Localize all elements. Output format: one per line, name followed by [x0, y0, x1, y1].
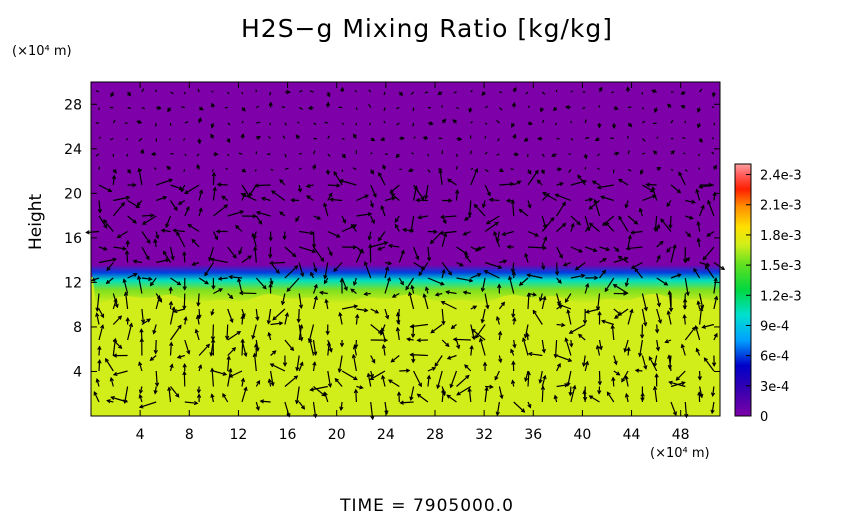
x-tick-label: 36 [524, 427, 542, 443]
wind-vector [256, 122, 260, 123]
wind-vector [653, 123, 657, 124]
wind-vector [712, 107, 714, 108]
y-tick-label: 20 [64, 186, 82, 202]
wind-vector [485, 136, 486, 139]
x-tick-label: 20 [328, 427, 346, 443]
y-tick-label: 4 [73, 364, 82, 380]
wind-vector [457, 166, 458, 169]
colorbar-tick-label: 1.2e-3 [760, 289, 802, 304]
wind-vector [712, 138, 714, 139]
wind-vector [671, 170, 673, 171]
colorbar-tick-label: 1.5e-3 [760, 259, 802, 274]
wind-vector [156, 123, 157, 127]
wind-vector [239, 153, 242, 154]
wind-vector [471, 151, 472, 154]
x-tick-label: 32 [475, 427, 493, 443]
y-tick-label: 24 [64, 142, 82, 158]
colorbar-tick-label: 0 [760, 410, 768, 425]
wind-vector [271, 170, 274, 171]
wind-vector [428, 154, 429, 156]
colorbar-tick-label: 1.8e-3 [760, 229, 802, 244]
x-tick-label: 24 [377, 427, 395, 443]
wind-vector [282, 107, 285, 108]
y-tick-label: 12 [64, 275, 82, 291]
wind-vector [599, 105, 600, 107]
wind-vector [610, 138, 614, 139]
y-tick-label: 28 [64, 97, 82, 113]
x-tick-label: 40 [573, 427, 591, 443]
x-tick-label: 44 [623, 427, 641, 443]
wind-vector [242, 92, 243, 94]
colorbar-tick-label: 2.1e-3 [760, 199, 802, 214]
wind-vector [325, 122, 328, 123]
colorbar-tick-label: 3e-4 [760, 380, 789, 395]
wind-vector [297, 122, 299, 123]
colorbar: 0 3e-4 6e-4 9e-4 1.2e-3 1.5e-3 1.8e-3 2.1e-3 2.4… [735, 164, 802, 425]
wind-vector [181, 107, 184, 108]
colorbar-tick-label: 9e-4 [760, 319, 789, 334]
x-tick-label: 4 [136, 427, 145, 443]
wind-vector [211, 91, 213, 92]
y-tick-label: 16 [64, 231, 82, 247]
colorbar-tick-label: 6e-4 [760, 350, 789, 365]
wind-vector [642, 153, 644, 154]
wind-vector [342, 170, 343, 172]
x-tick-label: 16 [279, 427, 297, 443]
colorbar-tick-label: 2.4e-3 [760, 169, 802, 184]
wind-vector [585, 167, 586, 170]
wind-vector [511, 169, 514, 170]
wind-vector [714, 123, 715, 125]
x-tick-label: 48 [672, 427, 690, 443]
colorbar-gradient [735, 164, 751, 416]
wind-vector [499, 92, 502, 93]
wind-vector [454, 92, 457, 93]
wind-vector [99, 167, 100, 170]
wind-vector [413, 123, 414, 126]
x-tick-label: 8 [185, 427, 194, 443]
y-tick-label: 8 [73, 320, 82, 336]
wind-vector [299, 153, 301, 154]
wind-vector [611, 92, 613, 93]
x-tick-label: 12 [230, 427, 248, 443]
wind-vector [342, 139, 344, 140]
wind-vector [127, 154, 128, 157]
x-tick-label: 28 [426, 427, 444, 443]
